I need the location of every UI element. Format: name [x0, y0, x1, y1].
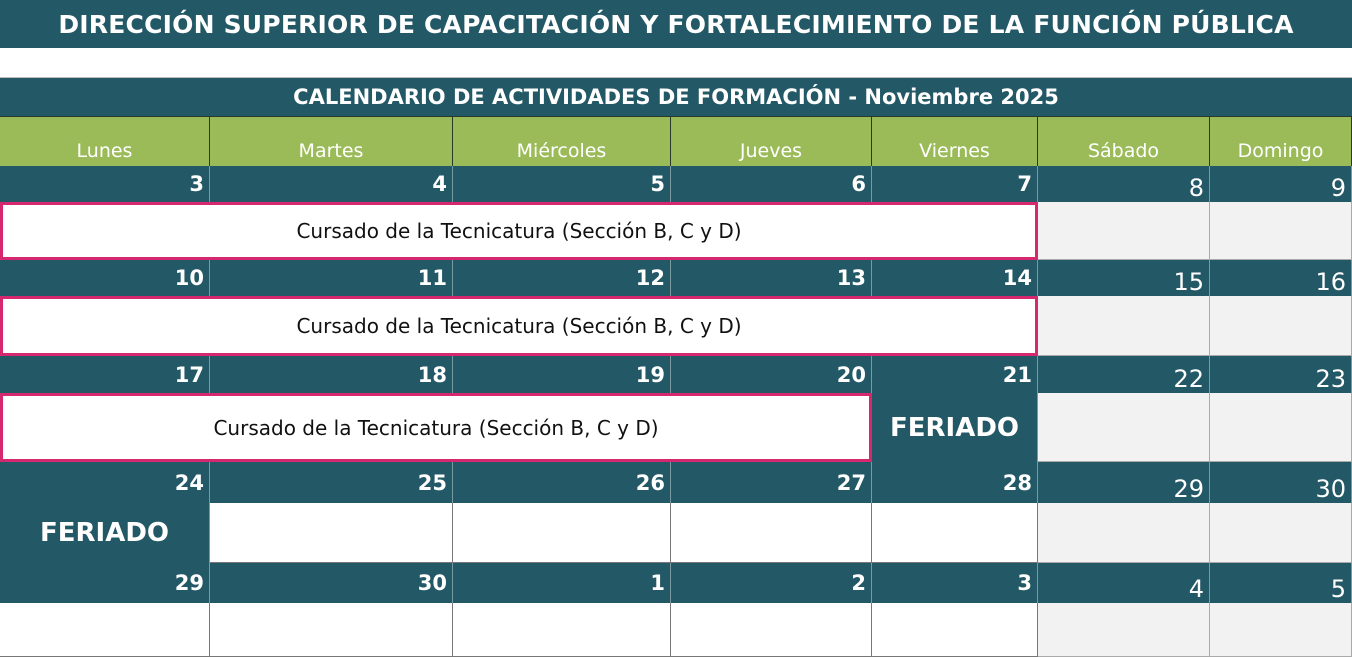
date-number: 24 — [0, 462, 210, 503]
date-number: 26 — [453, 462, 671, 503]
calendar-subtitle: CALENDARIO DE ACTIVIDADES DE FORMACIÓN -… — [0, 77, 1352, 116]
day-cell-empty[interactable] — [872, 603, 1038, 657]
day-cell-empty[interactable] — [1210, 393, 1352, 462]
day-cell-empty[interactable] — [671, 503, 872, 563]
date-number: 9 — [1210, 166, 1352, 202]
day-cell-empty[interactable] — [1038, 202, 1210, 260]
day-header: Lunes — [0, 116, 210, 166]
date-number: 3 — [0, 166, 210, 202]
date-number: 16 — [1210, 260, 1352, 296]
date-number: 18 — [210, 356, 453, 393]
day-header: Domingo — [1210, 116, 1352, 166]
event-cell[interactable]: Cursado de la Tecnicatura (Sección B, C … — [0, 393, 872, 462]
date-number: 8 — [1038, 166, 1210, 202]
day-cell-empty[interactable] — [1210, 296, 1352, 356]
day-cell-empty[interactable] — [1210, 503, 1352, 563]
date-number: 27 — [671, 462, 872, 503]
date-number: 11 — [210, 260, 453, 296]
date-number: 4 — [210, 166, 453, 202]
date-number: 30 — [1210, 462, 1352, 503]
date-number: 23 — [1210, 356, 1352, 393]
day-cell-empty[interactable] — [1038, 393, 1210, 462]
date-number: 6 — [671, 166, 872, 202]
day-cell-empty[interactable] — [210, 503, 453, 563]
date-number: 5 — [453, 166, 671, 202]
holiday-label: FERIADO — [0, 503, 210, 563]
day-cell-empty[interactable] — [1210, 603, 1352, 657]
day-cell-empty[interactable] — [1038, 603, 1210, 657]
event-cell[interactable]: Cursado de la Tecnicatura (Sección B, C … — [0, 296, 1038, 356]
date-number: 19 — [453, 356, 671, 393]
date-number: 29 — [1038, 462, 1210, 503]
date-number: 21 — [872, 356, 1038, 393]
event-cell[interactable]: Cursado de la Tecnicatura (Sección B, C … — [0, 202, 1038, 260]
day-cell-empty[interactable] — [453, 503, 671, 563]
day-header: Miércoles — [453, 116, 671, 166]
date-number: 25 — [210, 462, 453, 503]
day-cell-empty[interactable] — [1038, 503, 1210, 563]
date-number: 13 — [671, 260, 872, 296]
day-header: Martes — [210, 116, 453, 166]
date-number: 7 — [872, 166, 1038, 202]
day-cell-empty[interactable] — [671, 603, 872, 657]
page-title: DIRECCIÓN SUPERIOR DE CAPACITACIÓN Y FOR… — [0, 0, 1352, 48]
date-number: 12 — [453, 260, 671, 296]
date-number: 28 — [872, 462, 1038, 503]
date-number: 1 — [453, 563, 671, 603]
date-number: 3 — [872, 563, 1038, 603]
spacer-row — [0, 48, 1352, 77]
date-number: 30 — [210, 563, 453, 603]
date-number: 29 — [0, 563, 210, 603]
date-number: 15 — [1038, 260, 1210, 296]
date-number: 20 — [671, 356, 872, 393]
day-cell-empty[interactable] — [453, 603, 671, 657]
date-number: 10 — [0, 260, 210, 296]
date-number: 17 — [0, 356, 210, 393]
date-number: 22 — [1038, 356, 1210, 393]
day-header: Viernes — [872, 116, 1038, 166]
day-cell-empty[interactable] — [1038, 296, 1210, 356]
date-number: 14 — [872, 260, 1038, 296]
day-cell-empty[interactable] — [1210, 202, 1352, 260]
day-cell-empty[interactable] — [210, 603, 453, 657]
date-number: 2 — [671, 563, 872, 603]
date-number: 5 — [1210, 563, 1352, 603]
day-header: Jueves — [671, 116, 872, 166]
holiday-label: FERIADO — [872, 393, 1038, 462]
day-header: Sábado — [1038, 116, 1210, 166]
day-cell-empty[interactable] — [0, 603, 210, 657]
date-number: 4 — [1038, 563, 1210, 603]
day-cell-empty[interactable] — [872, 503, 1038, 563]
